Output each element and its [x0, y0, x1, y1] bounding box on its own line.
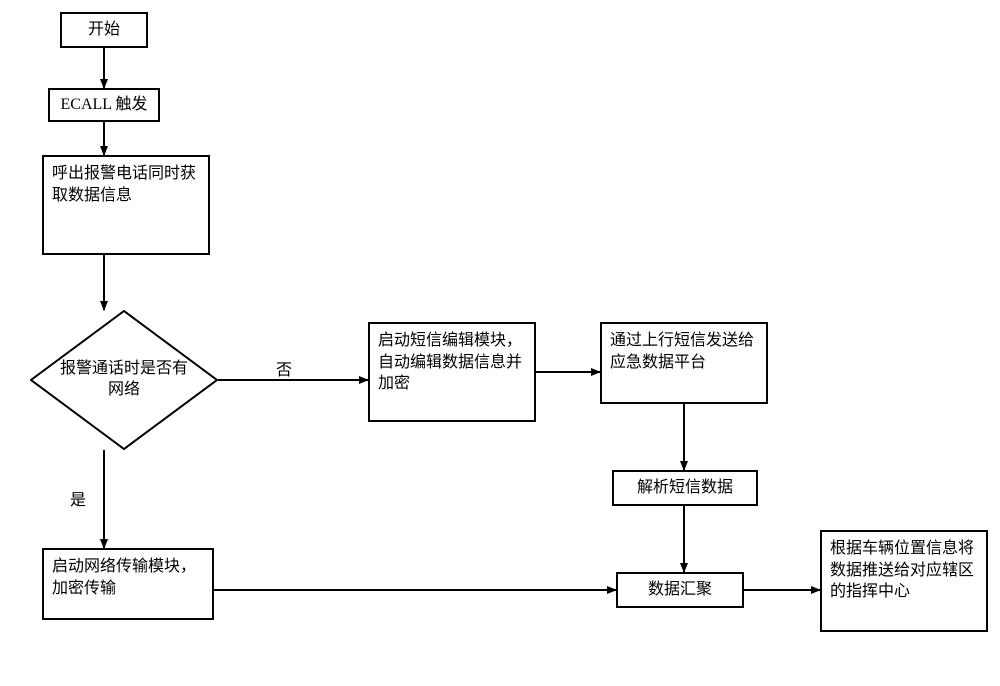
node-net-trans-text: 启动网络传输模块，加密传输 [52, 556, 204, 599]
node-sms-edit-text: 启动短信编辑模块，自动编辑数据信息并加密 [378, 330, 526, 395]
node-ecall-text: ECALL 触发 [61, 94, 148, 116]
node-net-trans: 启动网络传输模块，加密传输 [42, 548, 214, 620]
node-call-fetch: 呼出报警电话同时获取数据信息 [42, 155, 210, 255]
node-aggregate: 数据汇聚 [616, 572, 744, 608]
node-sms-edit: 启动短信编辑模块，自动编辑数据信息并加密 [368, 322, 536, 422]
edge-label-yes-text: 是 [70, 492, 86, 509]
node-decision-text: 报警通话时是否有网络 [54, 359, 194, 401]
node-call-fetch-text: 呼出报警电话同时获取数据信息 [52, 163, 200, 206]
edge-label-no: 否 [276, 356, 292, 380]
node-sms-send-text: 通过上行短信发送给应急数据平台 [610, 330, 758, 373]
node-decision: 报警通话时是否有网络 [30, 310, 218, 450]
node-sms-send: 通过上行短信发送给应急数据平台 [600, 322, 768, 404]
node-ecall: ECALL 触发 [48, 88, 160, 122]
node-parse-sms-text: 解析短信数据 [637, 477, 733, 499]
node-parse-sms: 解析短信数据 [612, 470, 758, 506]
edge-label-no-text: 否 [276, 362, 292, 379]
node-dispatch-text: 根据车辆位置信息将数据推送给对应辖区的指挥中心 [830, 538, 978, 603]
edge-label-yes: 是 [70, 486, 86, 510]
node-dispatch: 根据车辆位置信息将数据推送给对应辖区的指挥中心 [820, 530, 988, 632]
node-start-text: 开始 [88, 19, 120, 41]
node-start: 开始 [60, 12, 148, 48]
node-aggregate-text: 数据汇聚 [648, 579, 712, 601]
